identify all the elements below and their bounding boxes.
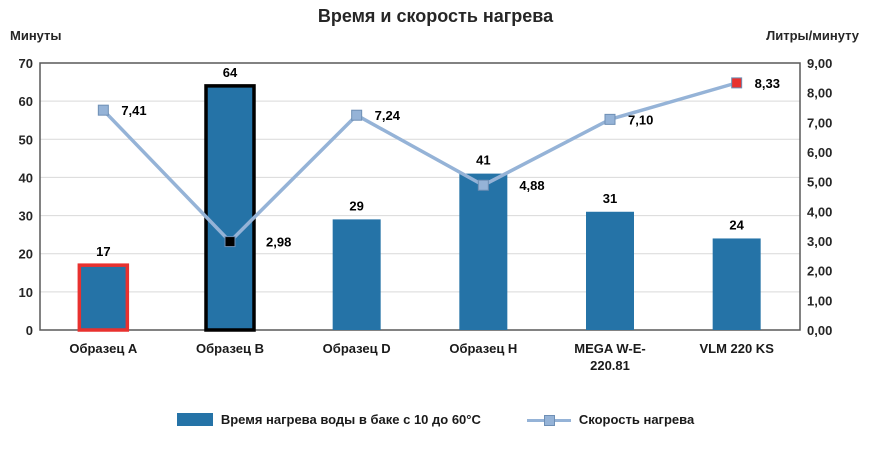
right-axis-tick: 6,00 xyxy=(807,145,832,160)
line-value-label: 7,10 xyxy=(628,112,653,127)
plot-border xyxy=(39,62,801,331)
right-axis-tick: 9,00 xyxy=(807,56,832,71)
category-label: Образец H xyxy=(449,341,517,356)
category-label: VLM 220 KS xyxy=(699,341,774,356)
bar xyxy=(204,84,256,332)
line-value-label: 2,98 xyxy=(266,235,291,250)
line-series xyxy=(102,81,738,245)
line-value-label: 4,88 xyxy=(519,178,544,193)
line-marker xyxy=(731,77,743,89)
left-axis-tick: 0 xyxy=(26,323,33,338)
line-marker xyxy=(477,179,489,191)
bar-value-label: 17 xyxy=(96,244,110,259)
left-axis-tick: 30 xyxy=(19,209,33,224)
right-axis-tick: 8,00 xyxy=(807,86,832,101)
line-marker xyxy=(604,113,616,125)
chart-title: Время и скорость нагрева xyxy=(317,6,554,26)
bar-value-label: 29 xyxy=(349,198,363,213)
line-marker xyxy=(224,236,236,248)
left-axis-tick: 50 xyxy=(19,132,33,147)
right-axis-label: Литры/минуту xyxy=(766,28,859,43)
bar xyxy=(712,238,761,330)
right-axis-tick: 4,00 xyxy=(807,204,832,219)
bar-value-label: 31 xyxy=(603,191,617,206)
left-axis-tick: 20 xyxy=(19,247,33,262)
legend-line-label: Скорость нагрева xyxy=(578,412,695,427)
legend-item-bar-series: Время нагрева воды в баке с 10 до 60°С xyxy=(176,412,481,427)
left-axis-tick: 10 xyxy=(19,285,33,300)
right-axis-tick: 5,00 xyxy=(807,175,832,190)
bar xyxy=(77,263,130,332)
right-axis-tick: 1,00 xyxy=(807,293,832,308)
bar-value-label: 64 xyxy=(223,65,238,80)
left-axis-tick: 40 xyxy=(19,170,33,185)
bar-swatch-icon xyxy=(176,413,213,426)
right-axis-tick: 3,00 xyxy=(807,234,832,249)
square-marker-icon xyxy=(543,414,555,426)
bar xyxy=(459,173,508,330)
right-axis-tick: 7,00 xyxy=(807,115,832,130)
legend: Время нагрева воды в баке с 10 до 60°С С… xyxy=(0,412,871,427)
bar xyxy=(586,211,634,330)
line-marker-icon xyxy=(526,414,571,426)
line-marker xyxy=(351,109,363,121)
category-label: MEGA W-E- xyxy=(574,341,645,356)
line-value-label: 7,41 xyxy=(121,103,146,118)
legend-bar-label: Время нагрева воды в баке с 10 до 60°С xyxy=(220,412,481,427)
right-axis-tick: 0,00 xyxy=(807,323,832,338)
left-axis-label: Минуты xyxy=(10,28,62,43)
left-axis-tick: 60 xyxy=(19,94,33,109)
bar xyxy=(332,219,381,330)
category-label: Образец A xyxy=(69,341,138,356)
category-label: Образец D xyxy=(323,341,391,356)
category-label: Образец B xyxy=(196,341,264,356)
left-axis-tick: 70 xyxy=(19,56,33,71)
right-axis-tick: 2,00 xyxy=(807,264,832,279)
category-label: 220.81 xyxy=(590,358,630,373)
bar-value-label: 41 xyxy=(476,153,490,168)
line-value-label: 7,24 xyxy=(375,108,401,123)
line-marker xyxy=(97,104,109,116)
legend-item-line-series: Скорость нагрева xyxy=(526,412,695,427)
bar-value-label: 24 xyxy=(729,217,744,232)
line-value-label: 8,33 xyxy=(755,76,780,91)
